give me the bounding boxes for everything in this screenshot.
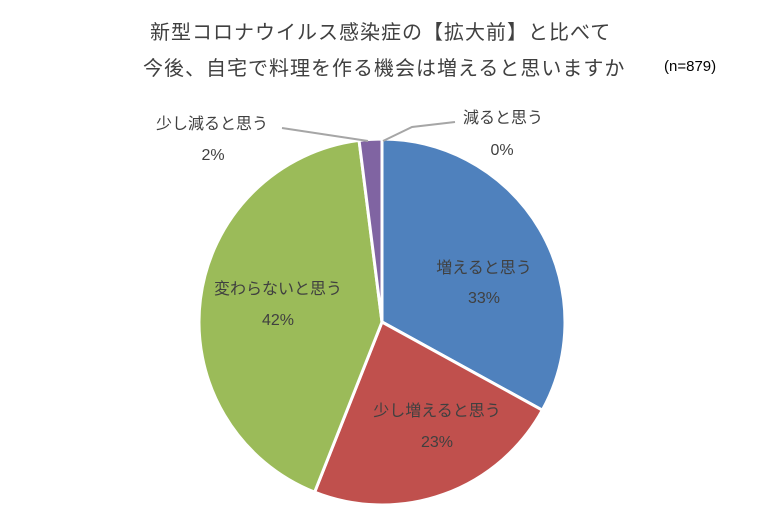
label-no-change: 変わらないと思う xyxy=(214,279,342,298)
label-slight-increase: 少し増えると思う xyxy=(373,401,501,420)
pct-slight-decrease: 2% xyxy=(201,147,224,164)
slice-no-change xyxy=(197,138,384,494)
pct-slight-increase: 23% xyxy=(421,434,453,451)
pct-decrease: 0% xyxy=(490,142,513,159)
pie-slices xyxy=(197,137,567,507)
sample-size-label: (n=879) xyxy=(664,58,717,75)
pct-increase: 33% xyxy=(468,290,500,307)
pct-no-change: 42% xyxy=(262,312,294,329)
label-decrease: 減ると思う xyxy=(463,108,543,127)
slice-slight-increase xyxy=(313,320,544,507)
leader-line-slight-decrease xyxy=(281,127,369,142)
label-slight-decrease: 少し減ると思う xyxy=(156,114,268,133)
chart-title-line-1: 新型コロナウイルス感染症の【拡大前】と比べて xyxy=(150,20,612,44)
leader-line-decrease xyxy=(382,121,456,142)
label-increase: 増えると思う xyxy=(436,258,532,277)
slice-increase xyxy=(380,137,567,412)
chart-title-line-2: 今後、自宅で料理を作る機会は増えると思いますか xyxy=(143,56,626,80)
